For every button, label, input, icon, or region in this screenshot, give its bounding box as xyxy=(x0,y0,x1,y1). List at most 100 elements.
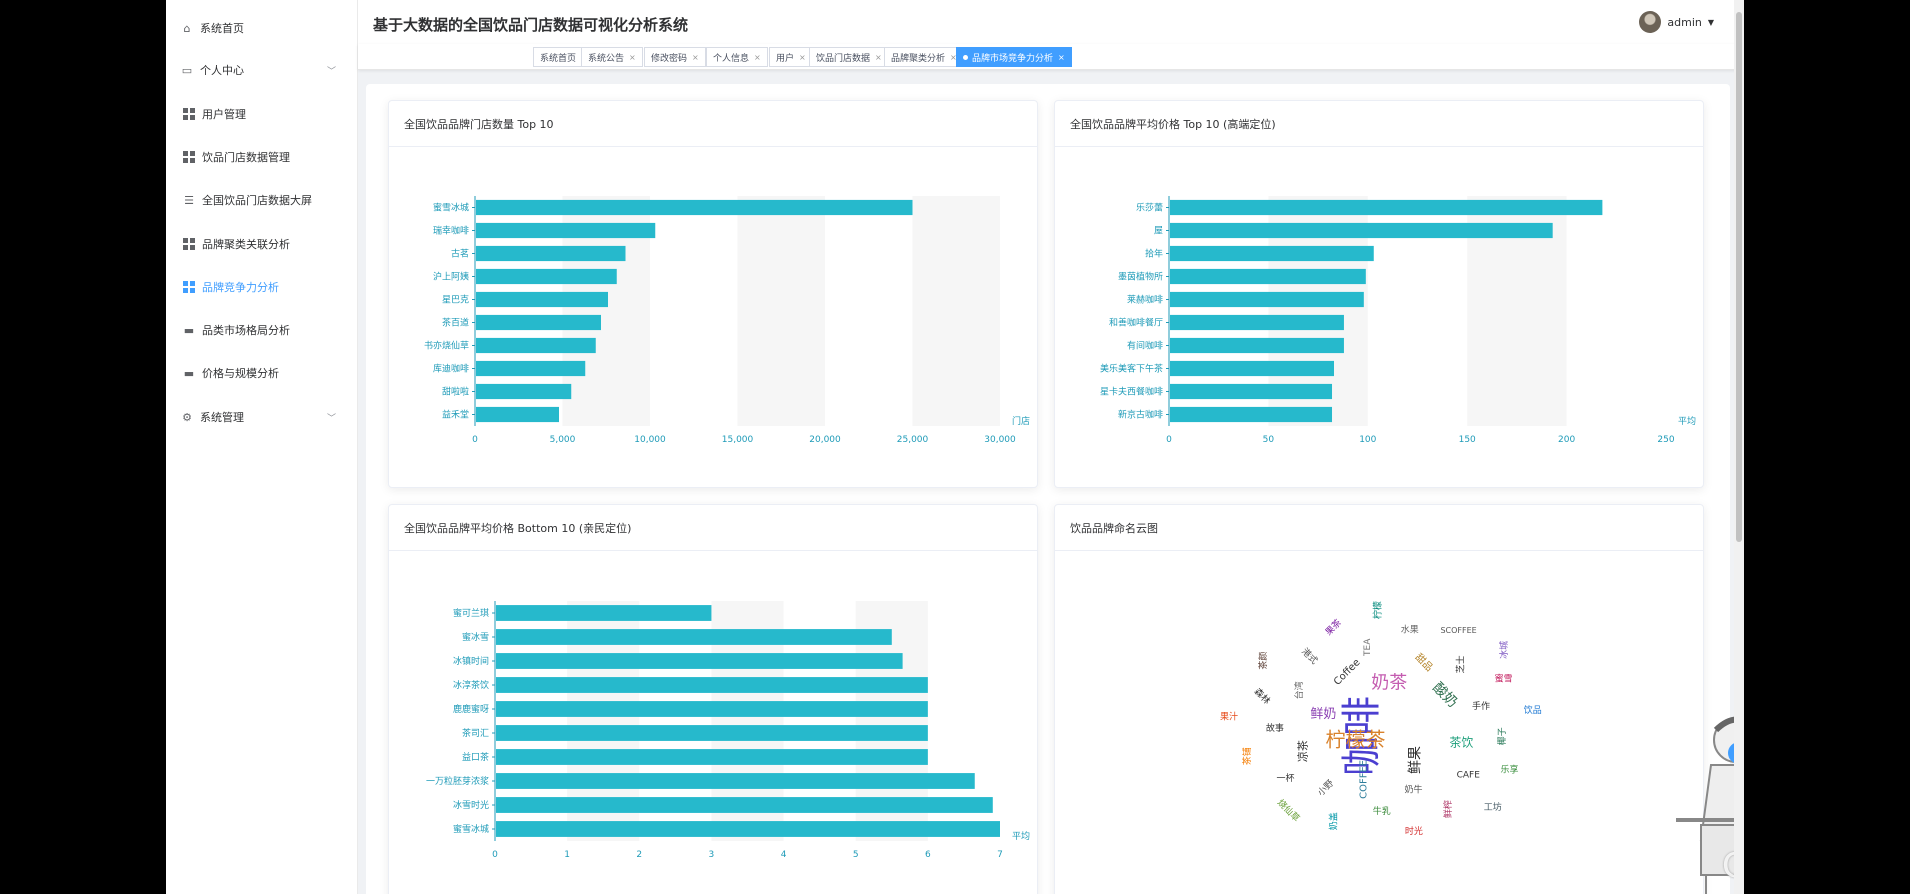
bar[interactable] xyxy=(496,797,993,813)
grid-icon xyxy=(182,280,196,294)
tag-user[interactable]: 用户 × xyxy=(769,47,813,67)
tag-password[interactable]: 修改密码 × xyxy=(644,47,706,67)
close-icon[interactable]: × xyxy=(799,52,806,62)
bar[interactable] xyxy=(476,406,559,423)
user-menu[interactable]: admin ▼ xyxy=(1639,11,1714,33)
tag-label: 用户 xyxy=(776,53,795,64)
close-icon[interactable]: × xyxy=(950,52,957,62)
tag-competitiveness[interactable]: 品牌市场竞争力分析 × xyxy=(956,47,1072,67)
sidebar-item-cluster[interactable]: 品牌聚类关联分析 xyxy=(166,224,358,264)
bar[interactable] xyxy=(1170,406,1333,423)
x-tick-label: 0 xyxy=(472,435,478,445)
bar[interactable] xyxy=(476,360,586,377)
sidebar-item-big-screen[interactable]: ☰ 全国饮品门店数据大屏 xyxy=(166,180,358,220)
category-label: 蜜可兰琪 xyxy=(453,607,489,619)
cloud-word: 蜜雪 xyxy=(1495,673,1513,685)
bar[interactable] xyxy=(496,821,1000,837)
sidebar-item-system[interactable]: ⚙ 系统管理 ﹀ xyxy=(166,397,358,437)
category-label: 一万粒胚芽浓浆 xyxy=(426,775,489,787)
x-tick-label: 10,000 xyxy=(634,435,666,445)
bar[interactable] xyxy=(476,245,626,262)
cloud-word: 牛乳 xyxy=(1373,805,1391,817)
card-title: 全国饮品品牌平均价格 Bottom 10 (亲民定位) xyxy=(389,505,1037,551)
bar[interactable] xyxy=(1170,360,1335,377)
sidebar-item-label: 用户管理 xyxy=(202,108,246,121)
bar[interactable] xyxy=(496,653,903,669)
tag-notice[interactable]: 系统公告 × xyxy=(581,47,643,67)
tag-label: 个人信息 xyxy=(713,53,750,64)
category-label: 冰镇时间 xyxy=(453,655,489,667)
bar[interactable] xyxy=(496,605,712,621)
cloud-word: 时光 xyxy=(1405,825,1423,837)
x-tick-label: 25,000 xyxy=(897,435,929,445)
sidebar-item-category[interactable]: ▬ 品类市场格局分析 xyxy=(166,310,358,350)
app-frame: ⌂ 系统首页 ▭ 个人中心 ﹀ 用户管理 饮品门店数据管理 ☰ 全国饮品门店数据… xyxy=(166,0,1744,894)
bar[interactable] xyxy=(496,749,928,765)
sidebar-item-price-scale[interactable]: ▬ 价格与规模分析 xyxy=(166,353,358,393)
active-dot-icon xyxy=(963,54,968,60)
tag-home[interactable]: 系统首页 xyxy=(533,47,584,67)
bar[interactable] xyxy=(1170,291,1364,308)
bar[interactable] xyxy=(476,199,913,216)
bar[interactable] xyxy=(496,629,892,645)
scrollbar[interactable] xyxy=(1734,0,1744,894)
category-label: 冰雪时光 xyxy=(453,799,489,811)
cloud-word: 烧仙草 xyxy=(1275,797,1303,825)
bar[interactable] xyxy=(496,677,928,693)
close-icon[interactable]: × xyxy=(692,52,699,62)
bar-chart-price-bottom[interactable]: 蜜可兰琪蜜冰雪冰镇时间冰淳茶饮鹿鹿蜜呀茶司汇益口茶一万粒胚芽浓浆冰雪时光蜜雪冰城… xyxy=(389,551,1038,894)
tag-store-data[interactable]: 饮品门店数据 × xyxy=(809,47,889,67)
sidebar-item-label: 品牌聚类关联分析 xyxy=(202,238,290,251)
cloud-word: 茶铺 xyxy=(1241,747,1253,765)
category-label: 书亦烧仙草 xyxy=(424,340,469,352)
bar[interactable] xyxy=(476,337,596,354)
cloud-word: 茶颜 xyxy=(1257,652,1269,670)
cloud-word: 乐享 xyxy=(1500,763,1518,775)
bar[interactable] xyxy=(476,383,572,400)
bar[interactable] xyxy=(1170,222,1553,239)
bar[interactable] xyxy=(496,701,928,717)
bar[interactable] xyxy=(1170,314,1344,331)
bar[interactable] xyxy=(476,291,608,308)
bar[interactable] xyxy=(1170,199,1603,216)
bar[interactable] xyxy=(1170,245,1374,262)
close-icon[interactable]: × xyxy=(875,52,882,62)
person-at-desk-illustration xyxy=(1676,716,1744,894)
grid-icon xyxy=(182,237,196,251)
tag-cluster[interactable]: 品牌聚类分析 × xyxy=(884,47,964,67)
bar[interactable] xyxy=(1170,268,1366,285)
bar[interactable] xyxy=(476,314,601,331)
monitor-icon: ▬ xyxy=(183,323,195,337)
x-tick-label: 15,000 xyxy=(722,435,754,445)
bar[interactable] xyxy=(476,222,656,239)
category-label: 有间咖啡 xyxy=(1127,340,1163,352)
close-icon[interactable]: × xyxy=(754,52,761,62)
close-icon[interactable]: × xyxy=(1058,52,1065,62)
sidebar-item-label: 品牌竞争力分析 xyxy=(202,281,279,294)
x-tick-label: 1 xyxy=(564,850,570,860)
sidebar-item-users[interactable]: 用户管理 xyxy=(166,94,358,134)
tag-label: 系统首页 xyxy=(540,53,577,64)
bar[interactable] xyxy=(1170,383,1333,400)
close-icon[interactable]: × xyxy=(629,52,636,62)
bar[interactable] xyxy=(476,268,617,285)
sidebar-item-home[interactable]: ⌂ 系统首页 xyxy=(166,8,358,48)
sidebar-item-personal[interactable]: ▭ 个人中心 ﹀ xyxy=(166,50,358,90)
category-label: 莱赫咖啡 xyxy=(1127,294,1163,306)
bar[interactable] xyxy=(1170,337,1344,354)
tag-profile[interactable]: 个人信息 × xyxy=(706,47,768,67)
sidebar-item-label: 全国饮品门店数据大屏 xyxy=(202,194,312,207)
scrollbar-thumb[interactable] xyxy=(1736,12,1742,542)
bar-chart-price-top[interactable]: 乐莎蕾屋拾年墨茵植物所莱赫咖啡和善咖啡餐厅有间咖啡美乐美客下午茶星卡夫西餐咖啡新… xyxy=(1055,147,1704,488)
bar[interactable] xyxy=(496,773,975,789)
category-label: 和善咖啡餐厅 xyxy=(1109,317,1163,329)
sidebar-item-store-data[interactable]: 饮品门店数据管理 xyxy=(166,137,358,177)
x-tick-label: 5 xyxy=(853,850,859,860)
grid-icon xyxy=(182,150,196,164)
sidebar-item-competitiveness[interactable]: 品牌竞争力分析 xyxy=(166,267,358,307)
bar[interactable] xyxy=(496,725,928,741)
top-header: 基于大数据的全国饮品门店数据可视化分析系统 admin ▼ xyxy=(358,0,1744,44)
cloud-word: 凉茶 xyxy=(1296,740,1310,762)
tag-label: 饮品门店数据 xyxy=(816,53,871,64)
